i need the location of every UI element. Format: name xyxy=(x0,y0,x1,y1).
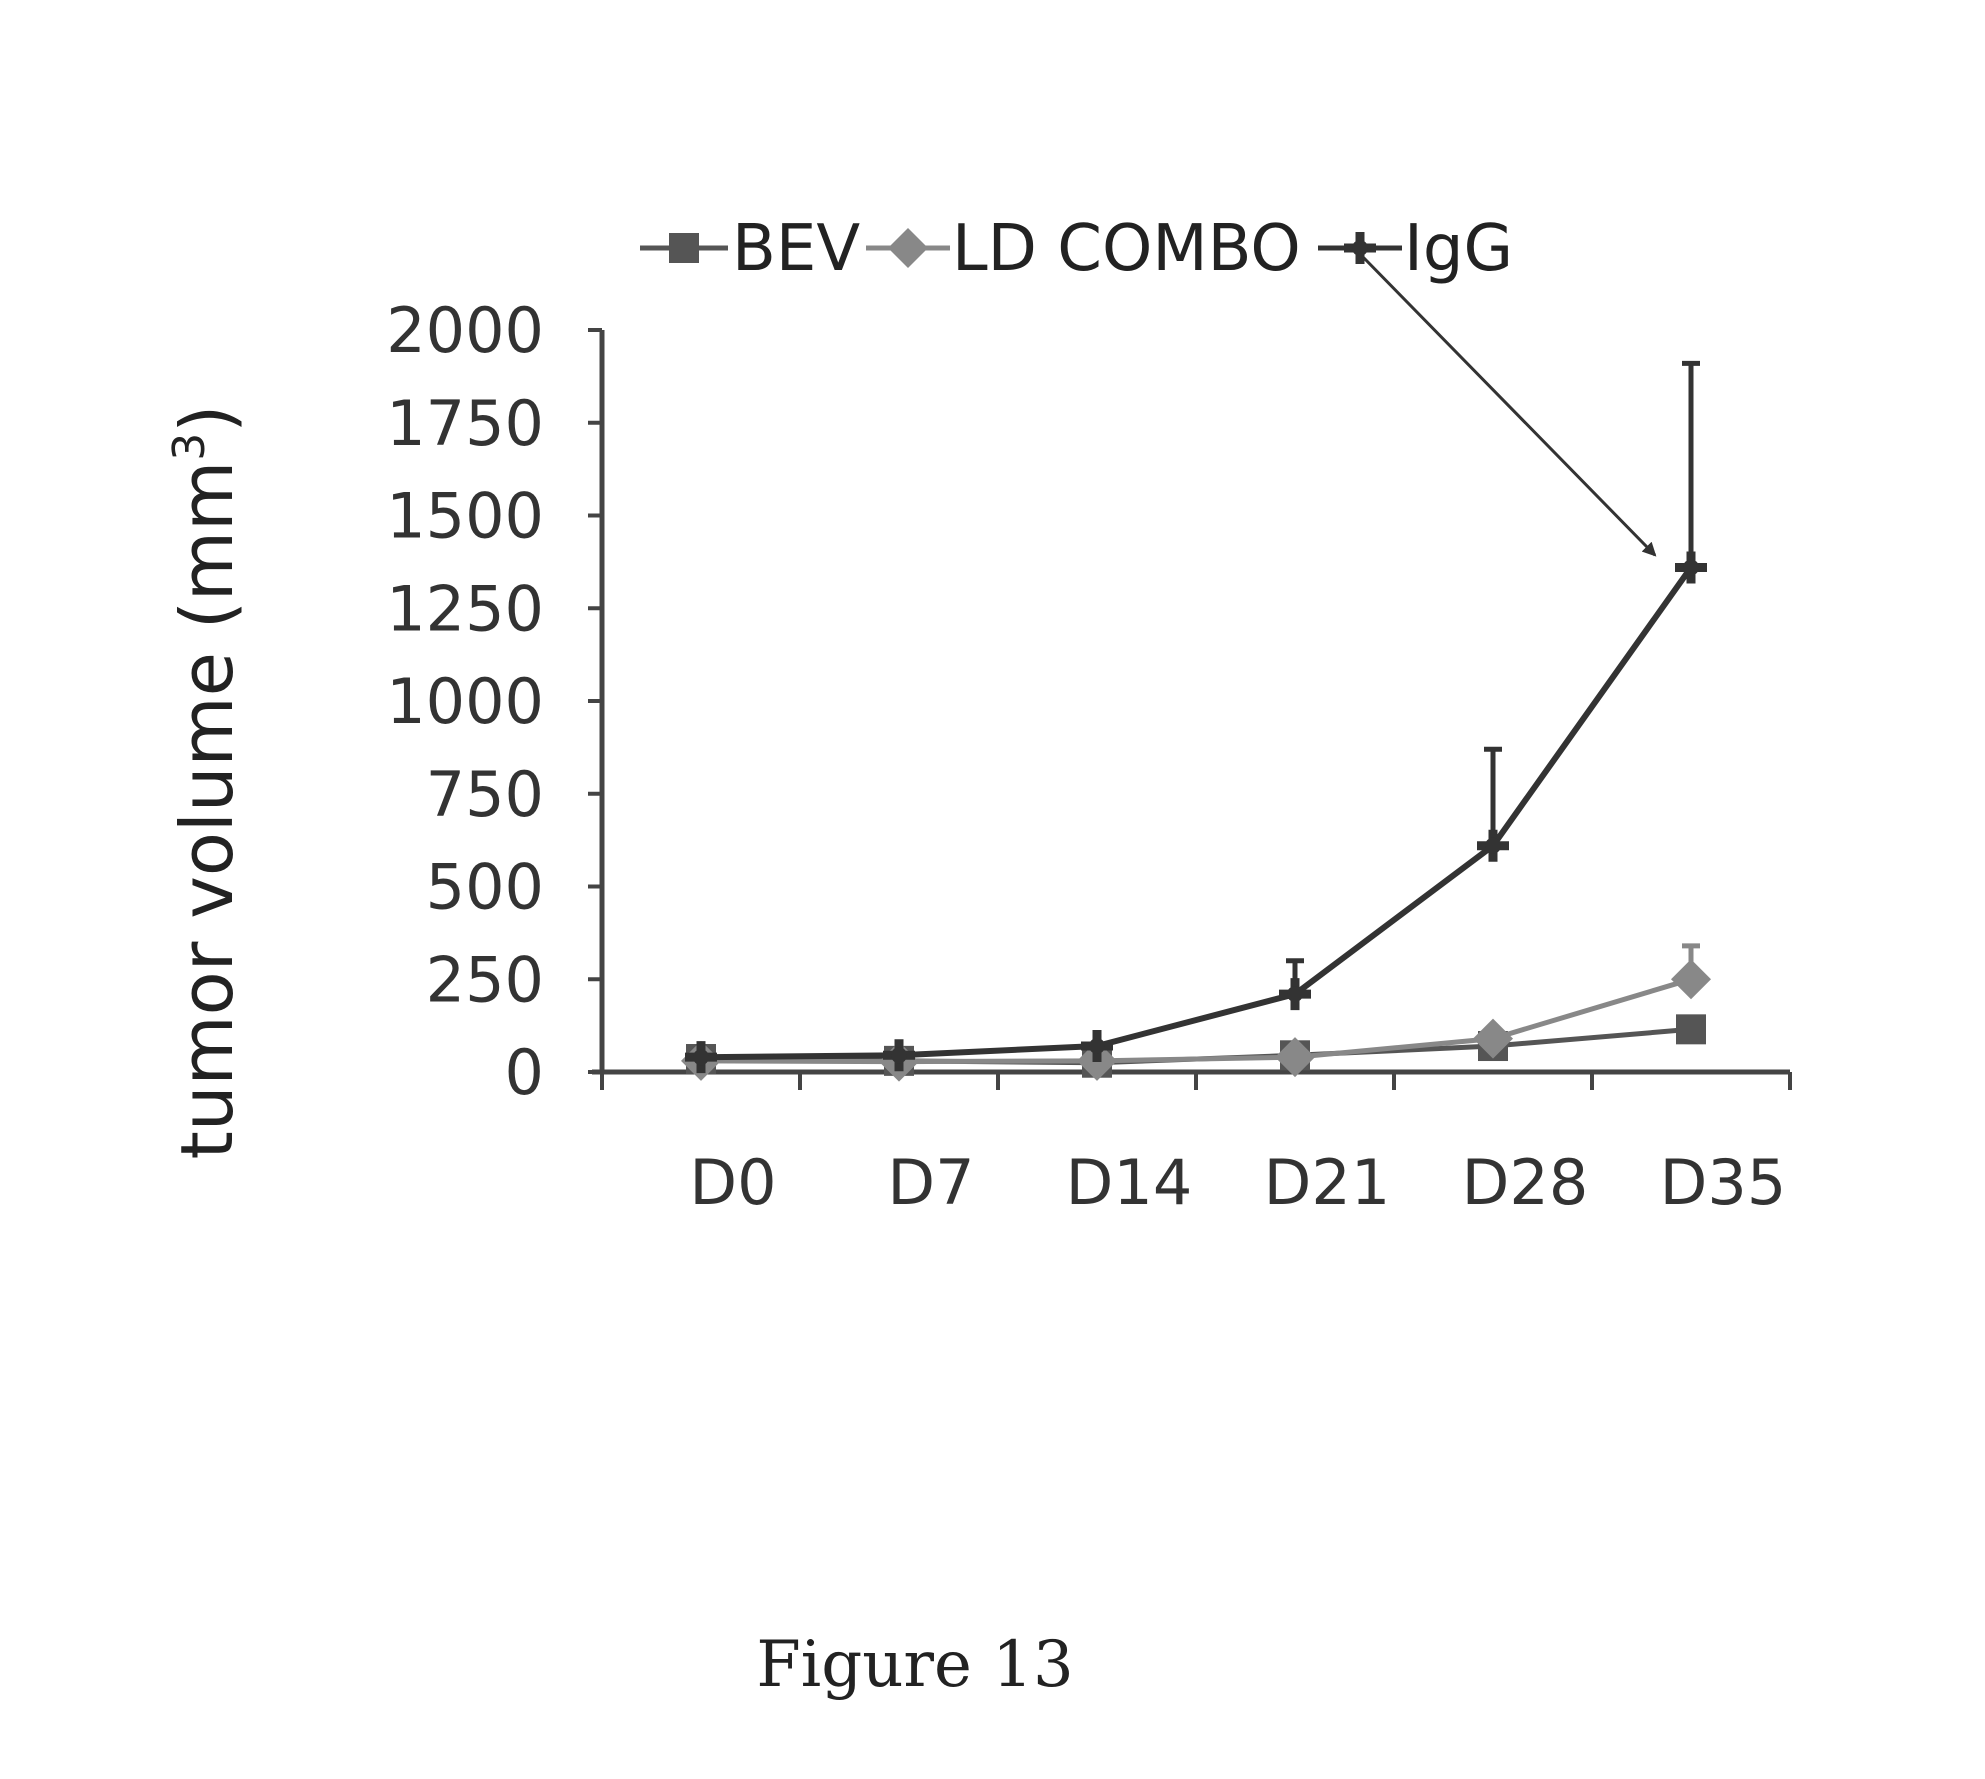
data-point-core xyxy=(1683,559,1699,575)
data-point-core xyxy=(693,1049,709,1065)
data-point-core xyxy=(1287,986,1303,1002)
figure-caption: Figure 13 xyxy=(0,1628,1830,1702)
legend-label: LD COMBO xyxy=(952,212,1301,286)
axes xyxy=(592,330,1790,1072)
y-tick-label: 0 xyxy=(505,1036,544,1109)
annotation-layer xyxy=(1362,256,1655,555)
data-point-core xyxy=(1485,838,1501,854)
x-ticks: D0 D7 D14 D21 D28 D35 xyxy=(602,1072,1790,1219)
y-axis-title-main: tumor volume (mm xyxy=(165,461,249,1160)
legend-label: BEV xyxy=(732,212,860,286)
data-point-core xyxy=(1089,1038,1105,1054)
series-igg xyxy=(685,363,1707,1073)
y-axis-title-close: ) xyxy=(165,405,249,433)
x-tick-label: D28 xyxy=(1462,1146,1589,1219)
series-line xyxy=(701,567,1691,1057)
legend-item-igg: IgG xyxy=(1318,212,1513,286)
annotation-arrow xyxy=(1362,256,1655,555)
legend-label: IgG xyxy=(1404,212,1513,286)
series-ld-combo xyxy=(681,946,1711,1082)
y-ticks: 0 250 500 750 1000 1250 1500 1750 2000 xyxy=(386,294,602,1109)
legend-item-bev: BEV xyxy=(640,212,860,286)
y-tick-label: 2000 xyxy=(386,294,544,367)
y-tick-label: 1250 xyxy=(386,572,544,645)
y-tick-label: 500 xyxy=(426,851,544,924)
y-tick-label: 1000 xyxy=(386,665,544,738)
x-tick-label: D35 xyxy=(1660,1146,1787,1219)
y-axis-title-superscript: 3 xyxy=(164,433,215,461)
y-tick-label: 250 xyxy=(426,943,544,1016)
series-bev xyxy=(686,1014,1706,1077)
x-tick-label: D7 xyxy=(887,1146,974,1219)
series-layer xyxy=(681,363,1711,1081)
y-tick-label: 1500 xyxy=(386,480,544,553)
legend-marker xyxy=(669,233,699,263)
y-tick-label: 750 xyxy=(426,758,544,831)
data-point xyxy=(1676,1014,1706,1044)
legend-item-ld-combo: LD COMBO xyxy=(866,212,1301,286)
y-tick-label: 1750 xyxy=(386,387,544,460)
x-tick-label: D0 xyxy=(689,1146,776,1219)
data-point xyxy=(1671,959,1711,999)
x-tick-label: D21 xyxy=(1264,1146,1391,1219)
legend-marker xyxy=(888,228,928,268)
y-axis-title: tumor volume (mm3) xyxy=(164,405,249,1160)
data-point-core xyxy=(891,1047,907,1063)
x-tick-label: D14 xyxy=(1066,1146,1193,1219)
legend-marker-core xyxy=(1352,240,1368,256)
